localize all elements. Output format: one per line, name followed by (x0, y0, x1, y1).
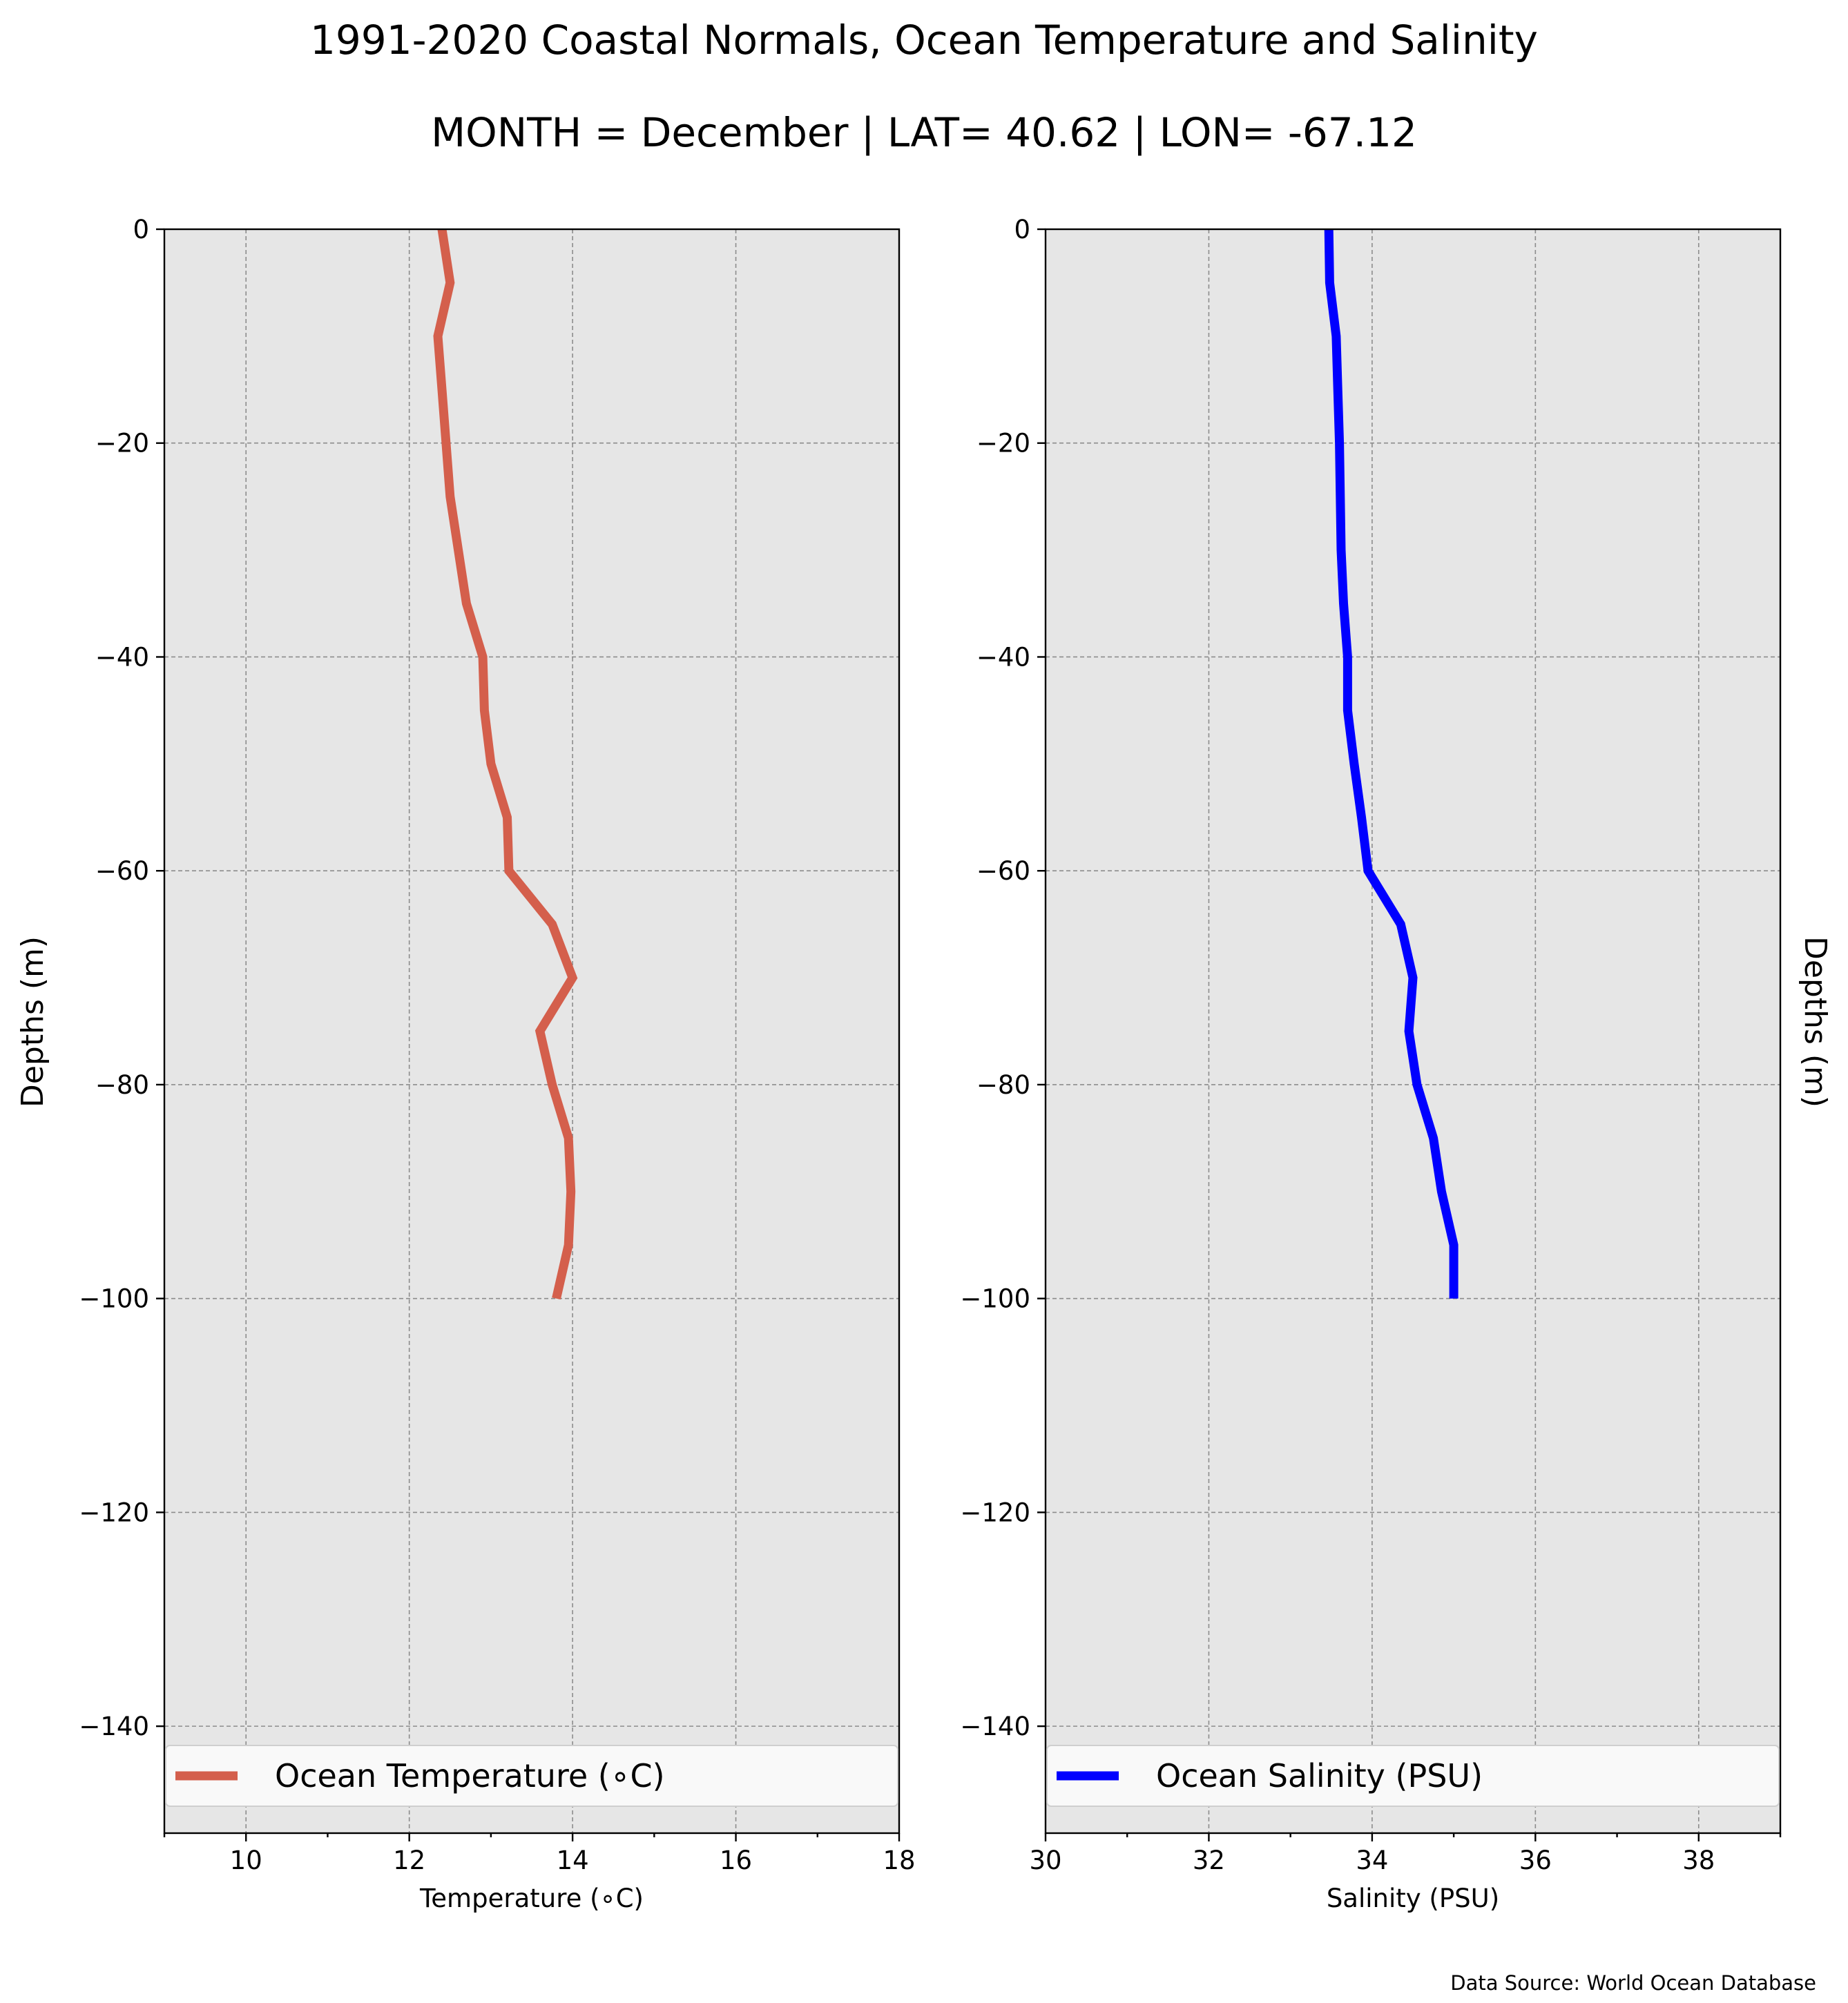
y-tick-label: −140 (960, 1712, 1030, 1741)
legend-box (165, 1745, 898, 1807)
y-tick-label: −60 (976, 856, 1030, 886)
x-tick-label: 12 (393, 1846, 425, 1875)
series-line (1324, 229, 1459, 1299)
y-tick-label: −40 (976, 642, 1030, 672)
x-tick-label: 36 (1519, 1846, 1552, 1875)
y-tick-label: −120 (960, 1498, 1030, 1527)
chart-subtitle: MONTH = December | LAT= 40.62 | LON= -67… (431, 109, 1417, 156)
plot-frame (1044, 228, 1782, 1835)
chart-title: 1991-2020 Coastal Normals, Ocean Tempera… (310, 17, 1538, 64)
y-tick-label: 0 (1014, 215, 1030, 244)
x-tick-label: 38 (1682, 1846, 1715, 1875)
x-tick-label: 32 (1193, 1846, 1225, 1875)
legend-label: Ocean Temperature (∘C) (275, 1757, 665, 1794)
y-tick-label: −20 (95, 429, 149, 458)
y-tick-label: −60 (95, 856, 149, 886)
y-tick-label: 0 (133, 215, 149, 244)
y-tick-label: −140 (79, 1712, 149, 1741)
y-tick-label: −80 (976, 1070, 1030, 1100)
y-axis-label-right: Depths (m) (1798, 936, 1833, 1107)
legend-label: Ocean Salinity (PSU) (1156, 1757, 1483, 1794)
x-tick-label: 18 (883, 1846, 915, 1875)
x-tick-label: 30 (1029, 1846, 1061, 1875)
x-tick-label: 14 (557, 1846, 589, 1875)
x-axis-label: Salinity (PSU) (1327, 1884, 1499, 1913)
temperature-panel: 10 12 14 16 18 0 −20 −40 −60 −80 −100 −120 −140 Ocean… (79, 215, 915, 1913)
y-tick-label: −80 (95, 1070, 149, 1100)
y-tick-label: −20 (976, 429, 1030, 458)
x-tick-label: 10 (230, 1846, 262, 1875)
data-source-note: Data Source: World Ocean Database (1450, 1971, 1816, 1995)
plot-frame (163, 228, 901, 1835)
plot-background (164, 229, 899, 1833)
x-tick-label: 16 (720, 1846, 752, 1875)
y-tick-label: −120 (79, 1498, 149, 1527)
series-line (433, 229, 578, 1300)
legend-box (1046, 1745, 1780, 1807)
y-tick-label: −40 (95, 642, 149, 672)
x-axis-label: Temperature (∘C) (419, 1884, 644, 1913)
y-axis-label-left: Depths (m) (15, 936, 50, 1107)
y-tick-label: −100 (960, 1284, 1030, 1314)
salinity-panel: 30 32 34 36 38 0 −20 −40 −60 −80 −100 −120 −140 Ocean… (960, 215, 1782, 1913)
x-tick-label: 34 (1356, 1846, 1388, 1875)
y-tick-label: −100 (79, 1284, 149, 1314)
